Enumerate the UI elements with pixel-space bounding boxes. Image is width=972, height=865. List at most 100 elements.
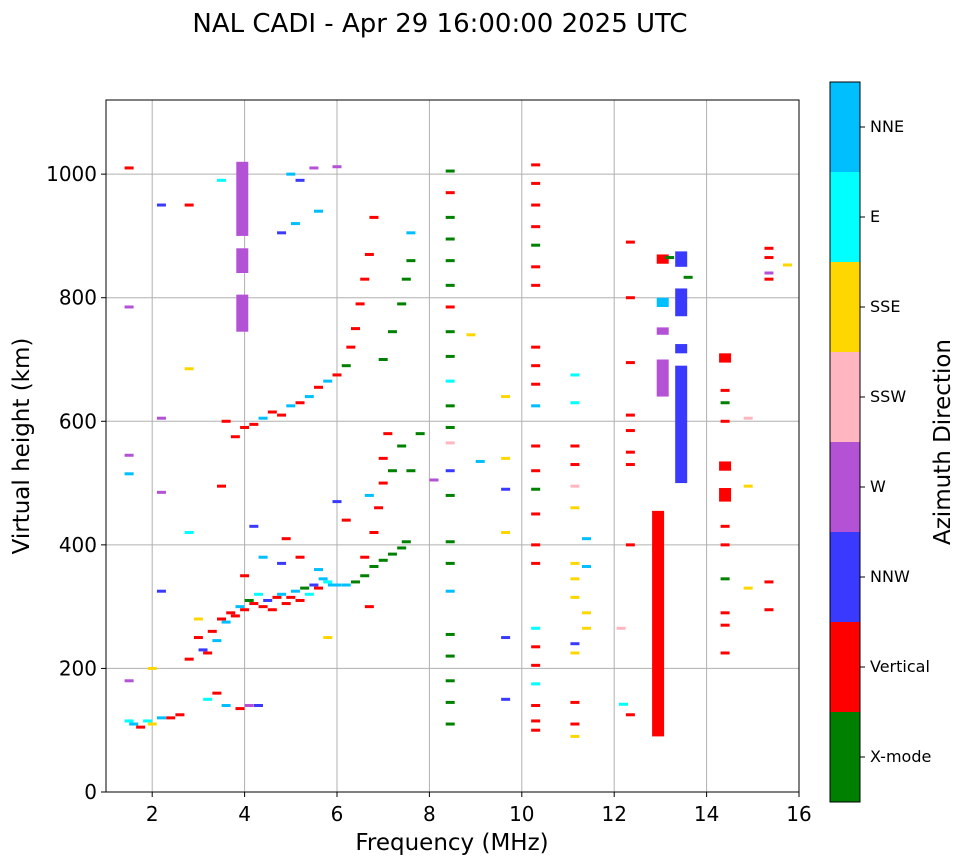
data-point [253,592,263,596]
data-point [184,531,194,534]
colorbar-swatch [830,442,860,532]
data-point [531,728,541,732]
data-point [501,395,511,399]
data-point [286,172,296,176]
data-point [445,215,455,219]
data-point [314,568,324,572]
data-point [531,512,541,516]
data-point [764,246,774,250]
data-point [304,395,314,399]
data-bar [236,161,249,236]
data-point [346,345,356,349]
data-bar [675,365,688,484]
data-point [445,654,455,658]
data-point [364,493,374,497]
data-point [281,537,291,541]
data-point [124,679,134,683]
data-point [314,586,324,590]
data-point [401,540,411,544]
data-point [360,574,370,578]
data-point [625,450,635,454]
data-point [570,734,580,738]
data-point [360,277,370,281]
data-point [240,608,250,612]
data-point [207,629,217,633]
data-point [217,484,226,488]
colorbar-swatch [830,712,860,802]
data-point [531,163,541,167]
data-point [175,713,185,717]
data-point [445,700,455,704]
data-point [618,702,628,706]
data-point [531,243,541,247]
data-point [445,493,455,497]
data-bar [236,248,249,273]
data-point [720,543,730,547]
x-tick-label: 14 [694,802,719,826]
data-point [350,327,360,331]
data-point [221,704,231,707]
data-point [300,586,310,590]
data-point [323,636,333,640]
data-point [531,181,541,185]
data-point [193,617,203,621]
data-point [570,463,580,467]
data-point [364,605,374,609]
data-point [327,583,337,587]
data-point [531,682,541,686]
data-point [124,719,134,723]
data-point [720,611,730,615]
data-point [683,275,693,279]
y-tick-label: 1000 [46,162,97,186]
data-point [445,404,455,408]
data-point [445,305,455,309]
data-point [355,302,365,306]
y-axis-ticks: 0 200 400 600 800 1000 [46,162,106,804]
data-point [369,215,379,219]
x-tick-label: 8 [423,802,436,826]
data-point [531,265,541,269]
data-point [230,614,240,618]
data-point [445,561,455,565]
data-point [743,416,753,420]
data-point [378,481,388,485]
data-point [124,305,134,309]
data-point [341,583,351,587]
data-point [720,401,730,405]
colorbar-tick-label: E [870,207,880,226]
x-tick-label: 6 [331,802,344,826]
data-point [570,506,580,510]
plot-frame [105,99,800,793]
data-point [272,595,282,599]
colorbar-frame [829,81,861,803]
data-point [217,617,226,621]
data-point [531,404,541,408]
data-point [235,707,245,711]
data-point [226,611,236,615]
data-point [221,419,231,423]
data-point [445,259,455,263]
data-point [295,401,305,405]
data-point [570,561,580,565]
data-point [286,404,296,408]
data-point [323,379,333,383]
data-point [277,413,287,417]
data-bar [236,294,249,332]
data-point [581,537,591,541]
data-point [364,252,374,256]
x-tick-label: 4 [238,802,251,826]
data-point [764,580,774,584]
data-point [501,697,511,701]
data-point [531,283,541,287]
data-point [258,416,268,420]
data-point [531,225,541,229]
data-point [156,203,166,207]
data-point [147,666,157,670]
data-point [124,453,134,457]
data-point [244,704,254,707]
data-bar [719,461,732,471]
data-point [378,558,388,562]
data-point [570,373,580,377]
data-point [286,595,296,599]
x-tick-label: 16 [786,802,811,826]
